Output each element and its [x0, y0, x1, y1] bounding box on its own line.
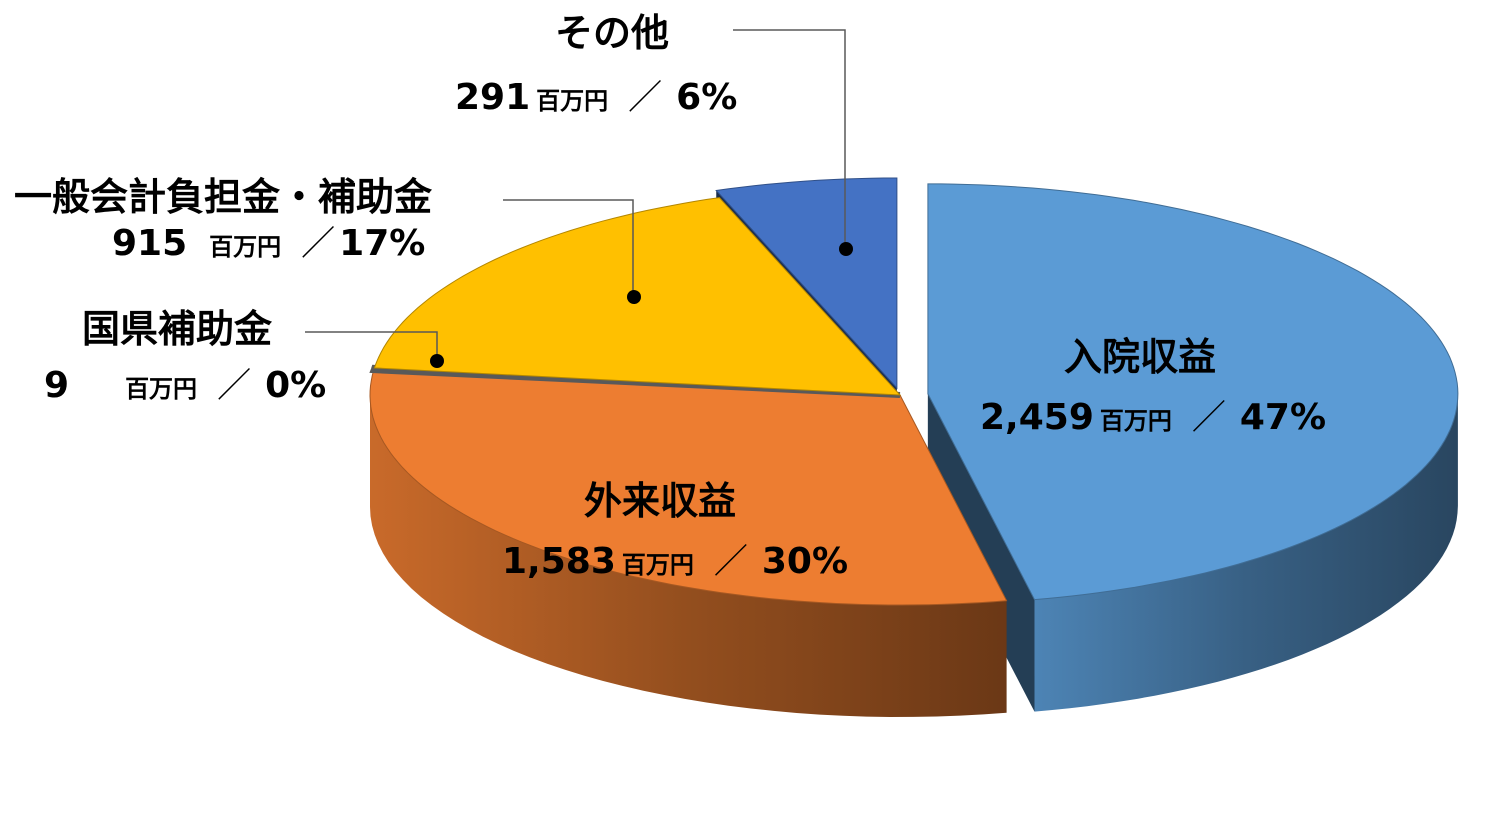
- label-other-sep: ／: [628, 78, 663, 118]
- label-subsidy-unit: 百万円: [125, 375, 198, 403]
- label-general-value: 915: [112, 223, 188, 264]
- label-general-percent: 17%: [339, 223, 426, 264]
- label-outpatient: 外来収益 1,583 百万円 ／ 30%: [502, 482, 848, 580]
- label-other-name: その他: [555, 11, 670, 55]
- leader-dot-other: [839, 242, 853, 256]
- label-subsidy-sep: ／: [217, 366, 252, 406]
- label-general-unit: 百万円: [209, 233, 282, 261]
- label-outpatient-sep: ／: [713, 542, 748, 582]
- label-other-unit: 百万円: [536, 87, 609, 115]
- label-outpatient-unit: 百万円: [621, 551, 694, 579]
- pie-slice-other: [715, 177, 898, 390]
- label-other-percent: 6%: [676, 77, 738, 118]
- label-other: その他 291 百万円 ／ 6%: [455, 14, 737, 116]
- pie-slice-inpatient: [927, 183, 1459, 601]
- label-general-sep: ／: [301, 224, 336, 264]
- label-inpatient-sep: ／: [1191, 398, 1226, 438]
- label-subsidy-name: 国県補助金: [82, 307, 273, 351]
- label-inpatient-percent: 47%: [1239, 397, 1327, 438]
- label-inpatient-name: 入院収益: [1064, 335, 1217, 379]
- label-general: 一般会計負担金・補助金 915 百万円 ／ 17%: [14, 178, 432, 262]
- label-outpatient-value: 1,583: [502, 541, 616, 582]
- pie-wall-inpatient: [1034, 393, 1458, 712]
- label-inpatient: 入院収益 2,459 百万円 ／ 47%: [980, 338, 1326, 436]
- label-subsidy-value: 9: [44, 365, 70, 406]
- label-outpatient-name: 外来収益: [584, 479, 737, 523]
- leader-dot-subsidy: [430, 354, 444, 368]
- leader-dot-general: [627, 290, 641, 304]
- label-subsidy-percent: 0%: [265, 365, 327, 406]
- label-inpatient-unit: 百万円: [1099, 407, 1172, 435]
- label-subsidy: 国県補助金 9 百万円 ／ 0%: [44, 310, 326, 404]
- pie-wall-outpatient: [370, 395, 1007, 717]
- leader-lines: [305, 29, 853, 368]
- label-outpatient-percent: 30%: [761, 541, 849, 582]
- leader-line-subsidy: [305, 331, 438, 359]
- label-other-value: 291: [455, 77, 531, 118]
- leader-line-general: [503, 199, 634, 296]
- label-inpatient-value: 2,459: [980, 397, 1094, 438]
- pie-slice-outpatient: [369, 369, 1008, 606]
- label-general-name: 一般会計負担金・補助金: [14, 175, 433, 219]
- leader-line-other: [733, 29, 846, 248]
